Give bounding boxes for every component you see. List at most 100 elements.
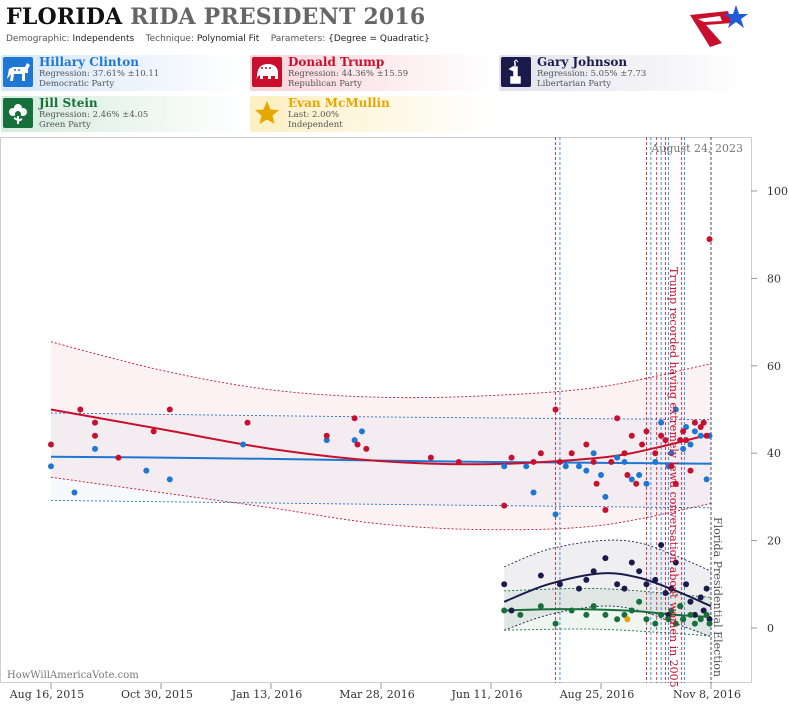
hillary-clinton-band-upper [50, 412, 712, 421]
donald-trump-poll-point-22 [590, 458, 597, 465]
hillary-clinton-poll-point-5 [240, 441, 247, 448]
date-label: August 24, 2023 [650, 142, 743, 155]
donald-trump-poll-point-28 [624, 472, 631, 479]
legend-regression: Regression: 5.05% ±7.73 [537, 69, 647, 79]
hillary-clinton-poll-point-28 [672, 406, 679, 413]
hillary-clinton-poll-point-10 [523, 463, 530, 470]
logo-white-stripe [698, 16, 722, 22]
legend-item-clinton[interactable]: Hillary Clinton Regression: 37.61% ±10.1… [1, 55, 246, 91]
parameters-label: Parameters: [270, 34, 326, 44]
hillary-clinton-band-lower [50, 499, 712, 509]
legend-regression: Regression: 37.61% ±10.11 [39, 69, 160, 79]
donald-trump-poll-point-41 [687, 467, 694, 474]
gary-johnson-trend-line [503, 572, 712, 608]
jill-stein-poll-point-14 [658, 611, 665, 618]
hillary-clinton-poll-point-8 [358, 428, 365, 435]
donald-trump-poll-point-18 [552, 406, 559, 413]
x-tick-label-3: Mar 28, 2016 [339, 688, 415, 701]
donald-trump-poll-point-5 [150, 428, 157, 435]
hillary-clinton-poll-point-22 [636, 472, 643, 479]
legend-name: Gary Johnson [537, 55, 628, 69]
jill-stein-poll-point-12 [643, 616, 650, 623]
jill-stein-poll-point-2 [537, 603, 544, 610]
title-state: FLORIDA [6, 4, 123, 30]
donald-trump-poll-point-37 [672, 480, 679, 487]
legend-item-johnson[interactable]: Gary Johnson Regression: 5.05% ±7.73 Lib… [499, 55, 748, 91]
donald-trump-poll-point-45 [703, 432, 710, 439]
gary-johnson-poll-point-17 [668, 585, 675, 592]
jill-stein-poll-point-4 [568, 607, 575, 614]
star-icon [252, 98, 282, 128]
donald-trump-poll-point-16 [530, 458, 537, 465]
jill-stein-poll-point-3 [552, 620, 559, 627]
jill-stein-poll-point-18 [677, 603, 684, 610]
donald-trump-poll-point-27 [621, 450, 628, 457]
donkey-icon [3, 57, 33, 87]
legend-regression: Last: 2.00% [288, 110, 340, 120]
poll-points [48, 236, 713, 627]
hillary-clinton-poll-point-32 [687, 441, 694, 448]
x-tick-label-6: Nov 8, 2016 [673, 688, 741, 701]
y-tick-label-40: 40 [767, 447, 781, 460]
donald-trump-poll-point-13 [455, 458, 462, 465]
flower-icon [3, 98, 33, 128]
site-logo[interactable] [688, 3, 748, 49]
legend-party: Republican Party [288, 79, 362, 89]
title-rest: RIDA PRESIDENT 2016 [130, 4, 426, 30]
jill-stein-band-upper [504, 587, 712, 598]
legend-item-trump[interactable]: Donald Trump Regression: 44.36% ±15.59 R… [250, 55, 495, 91]
hillary-clinton-poll-point-14 [576, 463, 582, 470]
legend-item-stein[interactable]: Jill Stein Regression: 2.46% ±4.05 Green… [1, 96, 246, 132]
donald-trump-poll-point-0 [48, 441, 54, 448]
donald-trump-poll-point-33 [652, 450, 659, 457]
donald-trump-poll-point-14 [501, 502, 508, 509]
hillary-clinton-poll-point-3 [143, 467, 150, 474]
donald-trump-poll-point-9 [351, 415, 358, 422]
jill-stein-poll-point-8 [614, 616, 621, 623]
gary-johnson-poll-point-1 [508, 607, 515, 614]
gary-johnson-poll-point-15 [662, 590, 669, 597]
gary-johnson-poll-point-9 [621, 585, 628, 592]
hillary-clinton-poll-point-36 [703, 476, 710, 483]
legend-party: Independent [288, 120, 343, 130]
hillary-clinton-poll-point-24 [652, 458, 659, 465]
poll-chart: 0 20 40 60 80 100 Aug 16, 2015 Oct 30, 2015 Jan … [0, 137, 788, 701]
donald-trump-poll-point-24 [602, 507, 609, 514]
jill-stein-trend-line [504, 608, 712, 619]
jill-stein-poll-point-21 [691, 620, 698, 627]
hillary-clinton-poll-point-13 [562, 463, 569, 470]
donald-trump-poll-point-19 [556, 458, 563, 465]
hillary-clinton-poll-point-27 [668, 450, 675, 457]
hillary-clinton-poll-point-9 [501, 463, 508, 470]
jill-stein-poll-point-15 [665, 616, 672, 623]
donald-trump-poll-point-17 [537, 450, 544, 457]
gary-johnson-poll-point-0 [501, 581, 508, 588]
jill-stein-poll-point-6 [590, 603, 597, 610]
chart-meta: Demographic: Independents Technique: Pol… [6, 34, 430, 44]
legend-party: Democratic Party [39, 79, 115, 89]
liberty-statue-icon [501, 57, 531, 87]
donald-trump-poll-point-20 [568, 450, 575, 457]
watermark: HowWillAmericaVote.com [7, 670, 139, 681]
gary-johnson-poll-point-8 [614, 581, 621, 588]
gary-johnson-band-upper [504, 539, 712, 572]
gary-johnson-poll-point-25 [700, 607, 707, 614]
donald-trump-poll-point-4 [115, 454, 122, 461]
hillary-clinton-poll-point-15 [583, 467, 590, 474]
legend-name: Donald Trump [288, 55, 385, 69]
legend-item-mcmullin[interactable]: Evan McMullin Last: 2.00% Independent [250, 96, 495, 132]
donald-trump-poll-point-15 [508, 454, 515, 461]
x-tick-label-1: Oct 30, 2015 [121, 688, 193, 701]
parameters-value: {Degree = Quadratic} [328, 34, 430, 44]
evan-mcmullin-poll-point-0 [624, 616, 631, 623]
jill-stein-poll-point-0 [501, 607, 508, 614]
donald-trump-poll-point-12 [427, 454, 434, 461]
gary-johnson-poll-point-26 [703, 585, 710, 592]
jill-stein-band-lower [504, 628, 712, 637]
logo-red-shape [690, 11, 732, 47]
donald-trump-poll-point-25 [608, 458, 615, 465]
elephant-icon [252, 57, 282, 87]
gary-johnson-poll-point-5 [583, 576, 590, 583]
donald-trump-poll-point-39 [680, 428, 687, 435]
